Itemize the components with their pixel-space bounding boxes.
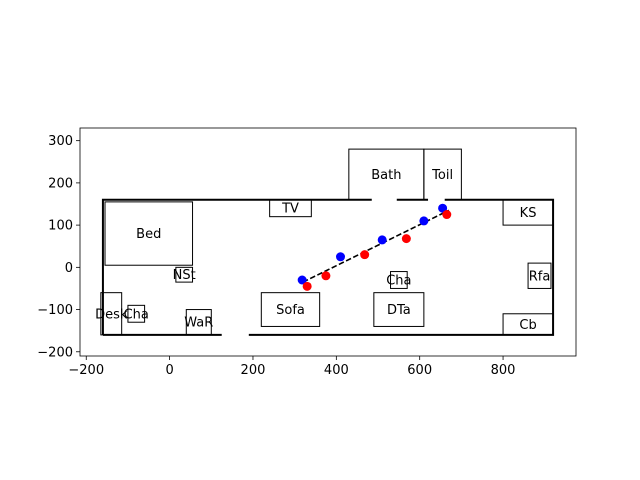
y-tick-label: −200 [37, 345, 73, 360]
furniture-label: WaR [184, 316, 213, 331]
series-0-point [377, 235, 387, 245]
furniture-layer [100, 148, 554, 336]
series-0-point [297, 275, 307, 285]
furniture-label: Toil [431, 168, 453, 183]
series-0-point [438, 203, 448, 213]
points-layer [297, 203, 452, 291]
series-1-point [442, 210, 452, 220]
y-tick-label: −100 [37, 303, 73, 318]
series-1-point [401, 234, 411, 244]
furniture-label: Cb [519, 318, 536, 333]
x-tick-label: −200 [68, 363, 104, 378]
series-0-point [419, 216, 429, 226]
furniture-rect [390, 271, 408, 289]
furniture-label: KS [520, 206, 537, 221]
trajectory-line [302, 209, 450, 283]
x-tick-label: 600 [407, 363, 432, 378]
furniture-label: Bath [371, 168, 401, 183]
furniture-rect [527, 262, 552, 289]
y-tick-label: 300 [48, 134, 73, 149]
axes-layer: −200 0 200 400 600 800 −200 −100 0 100 200 300 [37, 127, 577, 378]
furniture-label: Cha [124, 307, 149, 322]
furniture-label: Cha [386, 274, 411, 289]
outer-wall [101, 198, 555, 336]
furniture-label: Bed [136, 227, 161, 242]
x-tick-label: 0 [165, 363, 173, 378]
furniture-label: NSt [173, 268, 196, 283]
furniture-rect [175, 266, 194, 283]
y-tick-label: 200 [48, 176, 73, 191]
series-1-point [321, 271, 331, 281]
furniture-rect [260, 292, 321, 327]
x-tick-label: 800 [491, 363, 516, 378]
furniture-rect [373, 292, 425, 327]
furniture-label: TV [281, 202, 299, 217]
x-tick-label: 200 [241, 363, 266, 378]
axes-frame [79, 127, 577, 357]
series-1-point [360, 250, 370, 260]
series-1-point [302, 281, 312, 291]
y-tick-label: 0 [65, 261, 73, 276]
walls-layer [101, 198, 555, 337]
series-0-point [336, 252, 346, 262]
furniture-rect [104, 201, 194, 266]
furniture-label: Rfa [529, 269, 551, 284]
furniture-label: DTa [387, 303, 411, 318]
y-tick-label: 100 [48, 219, 73, 234]
path-layer [302, 209, 450, 283]
furniture-label: Desk [95, 307, 128, 322]
furniture-rect [127, 304, 146, 323]
x-tick-label: 400 [324, 363, 349, 378]
furniture-label: Sofa [276, 303, 305, 318]
